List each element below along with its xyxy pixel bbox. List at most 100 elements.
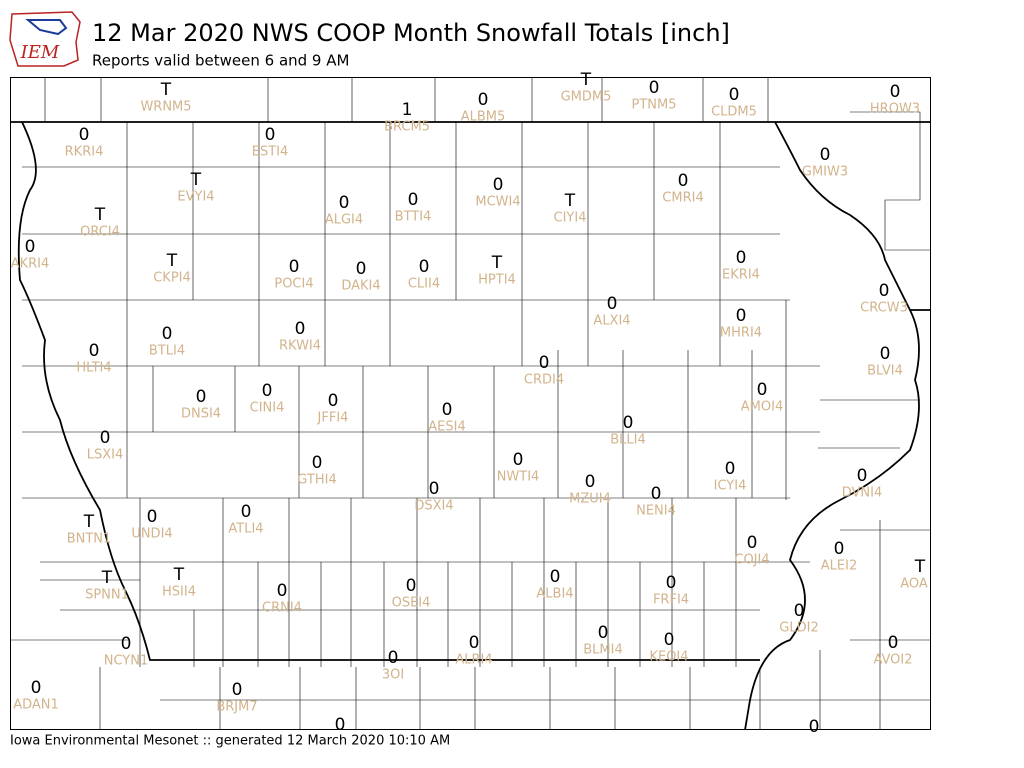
station-value: 0	[890, 82, 901, 102]
station-id: FRFI4	[653, 593, 689, 608]
station-value: 0	[513, 450, 524, 470]
station-id: DAKI4	[341, 279, 380, 294]
station-value: 0	[328, 391, 339, 411]
station-id: BLVI4	[867, 364, 903, 379]
station-value: 0	[277, 581, 288, 601]
station-id: DVNI4	[842, 486, 883, 501]
station-id: PTNM5	[632, 98, 677, 113]
station-value: 0	[335, 715, 346, 735]
station-value: 0	[265, 125, 276, 145]
station-value: 0	[493, 175, 504, 195]
station-id: NENI4	[636, 504, 676, 519]
station-value: 1	[402, 100, 413, 120]
station-value: 0	[666, 573, 677, 593]
station-id: DNSI4	[181, 407, 221, 422]
station-id: CRCW3	[860, 301, 908, 316]
station-id: POCI4	[274, 277, 313, 292]
station-id: HPTI4	[478, 273, 516, 288]
station-id: JFFI4	[317, 411, 349, 426]
station-value: T	[580, 70, 592, 90]
logo: IEM	[9, 11, 81, 67]
station-id: CIYI4	[554, 211, 587, 226]
station-id: HROW3	[870, 102, 920, 117]
station-id: CMRI4	[662, 191, 703, 206]
station-value: T	[101, 568, 113, 588]
station-value: 0	[31, 678, 42, 698]
station-id: GMIW3	[802, 165, 848, 180]
station-id: CRNI4	[262, 601, 302, 616]
station-id: NCYN1	[104, 654, 149, 669]
station-id: AMOI4	[741, 400, 783, 415]
title: 12 Mar 2020 NWS COOP Month Snowfall Tota…	[92, 19, 730, 47]
station-id: AKRI4	[11, 257, 50, 272]
station-value: 0	[262, 381, 273, 401]
station-value: T	[173, 565, 185, 585]
station-value: T	[564, 191, 576, 211]
station-value: T	[83, 512, 95, 532]
station-value: 0	[678, 171, 689, 191]
station-value: T	[160, 80, 172, 100]
station-id: ALBI4	[536, 587, 573, 602]
subtitle: Reports valid between 6 and 9 AM	[92, 52, 349, 70]
station-value: 0	[442, 400, 453, 420]
station-value: 0	[429, 479, 440, 499]
station-value: 0	[539, 353, 550, 373]
station-value: 0	[585, 472, 596, 492]
station-id: BNTN1	[67, 532, 112, 547]
station-id: GTHI4	[297, 473, 336, 488]
station-id: NWTI4	[497, 470, 540, 485]
station-value: 0	[289, 257, 300, 277]
station-id: HSII4	[162, 585, 196, 600]
station-value: 0	[469, 633, 480, 653]
station-value: 0	[356, 259, 367, 279]
station-id: CLDM5	[711, 105, 757, 120]
station-id: OSEI4	[392, 596, 431, 611]
station-value: 0	[857, 466, 868, 486]
station-id: AVOI2	[873, 653, 912, 668]
state-line	[10, 121, 930, 311]
station-value: 0	[809, 717, 820, 737]
station-id: AOA	[900, 577, 928, 592]
station-value: 0	[729, 85, 740, 105]
station-id: RKWI4	[279, 339, 321, 354]
station-id: CRDI4	[524, 373, 564, 388]
station-id: BTTI4	[395, 210, 432, 225]
station-value: 0	[241, 502, 252, 522]
station-id: ALEI2	[821, 559, 857, 574]
station-value: 0	[89, 341, 100, 361]
station-id: MCWI4	[475, 195, 520, 210]
station-value: 0	[388, 648, 399, 668]
station-value: 0	[736, 306, 747, 326]
station-value: 0	[196, 387, 207, 407]
station-id: BLLI4	[610, 433, 646, 448]
station-value: 0	[834, 539, 845, 559]
station-value: T	[190, 170, 202, 190]
station-value: 0	[408, 190, 419, 210]
station-id: ALGI4	[325, 213, 363, 228]
station-id: KEOI4	[649, 650, 688, 665]
station-value: 0	[664, 630, 675, 650]
station-value: 0	[651, 484, 662, 504]
station-value: 0	[623, 413, 634, 433]
station-id: ALRI4	[455, 653, 492, 668]
station-value: 0	[736, 248, 747, 268]
station-value: T	[491, 253, 503, 273]
county-lines	[10, 78, 930, 730]
station-id: BRCM5	[384, 120, 430, 135]
station-value: 0	[879, 281, 890, 301]
station-value: 0	[794, 601, 805, 621]
station-id: BTLI4	[149, 344, 185, 359]
station-id: DSXI4	[414, 499, 453, 514]
station-id: GLDI2	[779, 621, 818, 636]
station-id: 3OI	[382, 668, 404, 683]
station-id: SPNN1	[85, 588, 129, 603]
station-value: 0	[100, 428, 111, 448]
station-id: EVYI4	[177, 190, 214, 205]
station-value: 0	[888, 633, 899, 653]
station-value: 0	[598, 623, 609, 643]
station-id: ICYI4	[714, 479, 747, 494]
station-value: 0	[339, 193, 350, 213]
station-id: BLMI4	[583, 643, 622, 658]
map	[10, 77, 931, 731]
